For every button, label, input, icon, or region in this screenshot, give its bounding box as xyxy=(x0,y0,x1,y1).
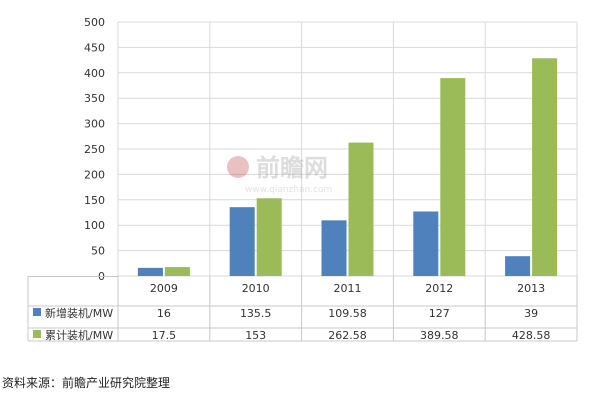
bar-cumulative-2011 xyxy=(348,142,374,276)
bar-new-2010 xyxy=(229,207,255,276)
bar-new-2012 xyxy=(413,211,439,276)
watermark: 前瞻网 www.qianzhan.com xyxy=(227,154,332,195)
bar-new-2013 xyxy=(505,256,531,276)
data-table-value: 262.58 xyxy=(328,329,367,342)
y-tick-label: 200 xyxy=(84,168,105,181)
data-table-value: 153 xyxy=(245,329,266,342)
source-note: 资料来源：前瞻产业研究院整理 xyxy=(2,376,171,390)
chart: 050100150200250300350400450500前瞻网www.qia… xyxy=(27,16,578,342)
data-table-value: 428.58 xyxy=(512,329,551,342)
data-table-value: 135.5 xyxy=(240,307,272,320)
bar-new-2009 xyxy=(137,267,163,276)
y-tick-label: 300 xyxy=(84,118,105,131)
bar-new-2011 xyxy=(321,220,347,276)
data-table-value: 16 xyxy=(157,307,171,320)
x-tick-label: 2011 xyxy=(334,282,362,295)
bar-cumulative-2009 xyxy=(164,267,190,276)
data-table-value: 109.58 xyxy=(328,307,367,320)
watermark-text: 前瞻网 xyxy=(256,154,328,182)
watermark-logo-icon xyxy=(227,156,249,178)
legend-swatch xyxy=(33,308,41,316)
y-tick-label: 150 xyxy=(84,194,105,207)
x-tick-label: 2009 xyxy=(150,282,178,295)
y-tick-label: 400 xyxy=(84,67,105,80)
x-tick-label: 2012 xyxy=(425,282,453,295)
x-tick-label: 2013 xyxy=(517,282,545,295)
data-table-value: 39 xyxy=(524,307,538,320)
bar-cumulative-2012 xyxy=(440,78,466,277)
bar-cumulative-2010 xyxy=(256,198,282,276)
x-tick-label: 2010 xyxy=(242,282,270,295)
y-tick-label: 350 xyxy=(84,92,105,105)
bar-cumulative-2013 xyxy=(532,58,558,277)
y-tick-label: 250 xyxy=(84,143,105,156)
legend-label: 新增装机/MW xyxy=(45,306,113,320)
data-table-value: 389.58 xyxy=(420,329,459,342)
y-tick-label: 50 xyxy=(91,245,105,258)
y-tick-label: 450 xyxy=(84,41,105,54)
legend-label: 累计装机/MW xyxy=(45,328,113,342)
watermark-url: www.qianzhan.com xyxy=(245,185,332,195)
data-table-value: 17.5 xyxy=(152,329,177,342)
legend-swatch xyxy=(33,330,41,338)
y-tick-label: 100 xyxy=(84,219,105,232)
y-tick-label: 500 xyxy=(84,16,105,29)
data-table-value: 127 xyxy=(429,307,450,320)
